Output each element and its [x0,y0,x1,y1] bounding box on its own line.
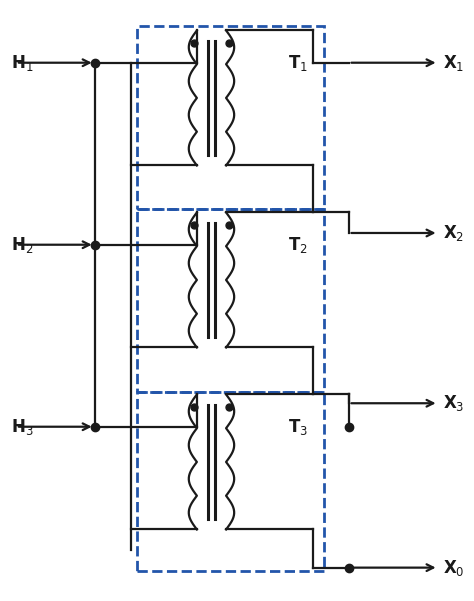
Text: H$_1$: H$_1$ [11,53,34,73]
Text: X$_3$: X$_3$ [443,393,465,413]
Text: T$_1$: T$_1$ [288,53,308,73]
Text: H$_3$: H$_3$ [11,416,34,437]
Text: X$_1$: X$_1$ [443,53,465,73]
Text: T$_3$: T$_3$ [288,416,308,437]
Text: X$_0$: X$_0$ [443,558,465,578]
Text: X$_2$: X$_2$ [443,223,464,243]
Text: H$_2$: H$_2$ [11,235,34,255]
Text: T$_2$: T$_2$ [288,235,308,255]
